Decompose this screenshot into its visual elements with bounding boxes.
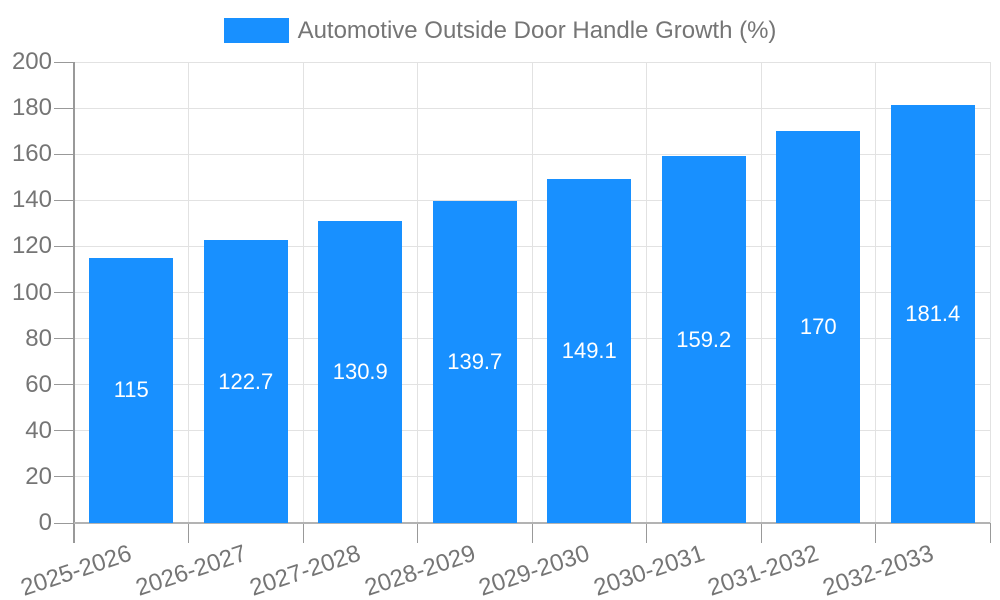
y-tick-label: 180 (11, 94, 52, 122)
bar (890, 104, 975, 523)
x-axis-tick (760, 523, 762, 543)
y-axis-tick (54, 338, 74, 340)
x-tick-label: 2030-2031 (590, 539, 708, 600)
grid-line-vertical (531, 62, 533, 523)
grid-line-vertical (875, 62, 876, 523)
y-axis-tick (54, 61, 74, 63)
y-tick-label: 0 (38, 509, 52, 536)
y-axis-tick (54, 292, 74, 293)
y-tick-label: 80 (25, 324, 52, 352)
y-axis-tick (54, 153, 74, 155)
bar (89, 257, 174, 523)
bar (776, 131, 861, 523)
grid-line-vertical (989, 62, 991, 523)
x-axis-tick (188, 523, 189, 543)
bar-value-label: 149.1 (561, 338, 617, 364)
y-axis-tick (54, 384, 74, 386)
y-axis-tick (54, 107, 74, 109)
legend-swatch-icon (223, 18, 289, 43)
y-axis-tick (54, 245, 74, 247)
x-tick-label: 2025-2026 (17, 539, 136, 600)
bar-value-label: 159.2 (676, 326, 732, 352)
grid-line-vertical (417, 62, 418, 523)
grid-line-vertical (188, 62, 189, 523)
bar (203, 240, 288, 523)
legend-label: Automotive Outside Door Handle Growth (%… (297, 17, 777, 44)
y-axis-tick (54, 199, 74, 201)
grid-line-vertical (302, 62, 304, 523)
bar-value-label: 115 (113, 377, 149, 403)
bar (318, 221, 403, 523)
bar-value-label: 181.4 (905, 300, 961, 326)
y-axis-tick (54, 476, 74, 478)
bar-value-label: 122.7 (218, 368, 274, 394)
x-axis-tick (875, 523, 876, 543)
y-tick-label: 160 (11, 140, 52, 168)
bar (661, 156, 746, 523)
y-axis-line (73, 62, 75, 543)
x-tick-label: 2028-2029 (361, 539, 479, 600)
y-tick-label: 40 (25, 416, 52, 444)
y-axis-tick (54, 522, 74, 524)
y-tick-label: 60 (25, 370, 52, 398)
x-tick-label: 2026-2027 (132, 539, 250, 600)
y-tick-label: 100 (11, 278, 52, 306)
bar (547, 179, 632, 523)
x-tick-label: 2029-2030 (475, 539, 594, 600)
y-axis-tick (54, 430, 74, 432)
y-tick-label: 120 (11, 232, 52, 260)
bar-value-label: 130.9 (332, 359, 388, 385)
grid-line-vertical (760, 62, 762, 523)
bar (432, 200, 517, 523)
x-tick-label: 2027-2028 (246, 539, 365, 600)
grid-line-vertical (646, 62, 647, 523)
x-axis-tick (531, 523, 533, 543)
x-axis-tick (302, 523, 304, 543)
bar-value-label: 170 (799, 314, 837, 340)
x-tick-label: 2032-2033 (819, 539, 937, 600)
x-tick-label: 2031-2032 (704, 539, 823, 600)
legend[interactable]: Automotive Outside Door Handle Growth (%… (0, 18, 1000, 43)
y-tick-label: 20 (25, 462, 52, 490)
x-axis-tick (989, 523, 991, 543)
x-axis-tick (646, 523, 647, 543)
y-tick-label: 200 (11, 48, 52, 75)
y-tick-label: 140 (11, 186, 52, 214)
x-axis-tick (417, 523, 418, 543)
x-axis-line (74, 522, 990, 524)
bar-value-label: 139.7 (447, 348, 503, 374)
